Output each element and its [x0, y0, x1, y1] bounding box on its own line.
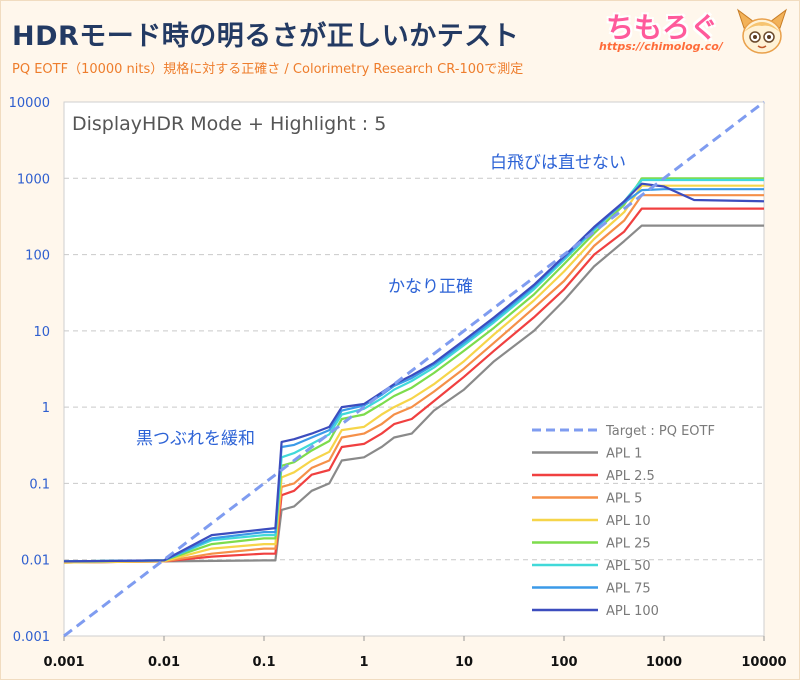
series-line-apl-5 [63, 194, 764, 564]
legend-label: APL 50 [606, 559, 651, 574]
legend-label: APL 100 [606, 604, 659, 619]
legend-label: APL 25 [606, 537, 651, 552]
page-title: HDRモード時の明るさが正しいかテスト [12, 21, 520, 52]
chart-annotation: 白飛びは直せない [490, 153, 626, 173]
series-line-target-pq-eotf [63, 100, 765, 638]
y-tick-label: 10000 [9, 96, 50, 111]
legend: Target : PQ EOTF APL 1 APL 2.5 APL 5 APL 10 A… [532, 424, 715, 619]
y-tick-label: 1000 [17, 172, 50, 187]
series-line-apl-10 [63, 184, 764, 564]
x-tick-label: 10000 [741, 655, 786, 670]
y-axis-ticks: 0.001 0.01 0.1 1 10 100 1000 10000 [9, 96, 50, 645]
x-tick-label: 1 [359, 655, 368, 670]
legend-label: APL 10 [606, 514, 651, 529]
brand-name: ちもろぐ [606, 11, 719, 44]
series-line-apl-100 [63, 182, 765, 563]
mascot-icon [737, 8, 787, 54]
series-line-apl-2-5 [63, 207, 764, 564]
y-tick-label: 100 [25, 249, 50, 264]
brand-logo[interactable]: ちもろぐ https://chimolog.co/ [596, 4, 796, 56]
legend-label: APL 5 [606, 492, 642, 507]
series-line-apl-1 [63, 224, 764, 564]
x-axis-ticks: 0.001 0.01 0.1 1 10 100 1000 10000 [43, 636, 787, 670]
legend-label: Target : PQ EOTF [605, 424, 715, 439]
y-tick-label: 1 [42, 401, 50, 416]
chart-annotation: かなり正確 [388, 277, 473, 297]
y-tick-label: 0.01 [21, 554, 50, 569]
legend-label: APL 1 [606, 447, 642, 462]
series-lines [63, 100, 765, 638]
page-subtitle: PQ EOTF（10000 nits）規格に対する正確さ / Colorimet… [12, 62, 524, 77]
y-tick-label: 0.1 [29, 477, 50, 492]
chart-title: DisplayHDR Mode + Highlight : 5 [72, 113, 386, 135]
chart-annotation: 黒つぶれを緩和 [136, 429, 255, 449]
legend-label: APL 75 [606, 582, 651, 597]
brand-url: https://chimolog.co/ [599, 40, 723, 53]
x-tick-label: 0.1 [252, 655, 275, 670]
y-tick-label: 0.001 [13, 630, 50, 645]
x-tick-label: 100 [550, 655, 577, 670]
x-tick-label: 0.001 [43, 655, 84, 670]
x-tick-label: 1000 [646, 655, 682, 670]
legend-label: APL 2.5 [606, 469, 655, 484]
y-tick-label: 10 [33, 325, 50, 340]
x-tick-label: 10 [455, 655, 473, 670]
x-tick-label: 0.01 [148, 655, 180, 670]
